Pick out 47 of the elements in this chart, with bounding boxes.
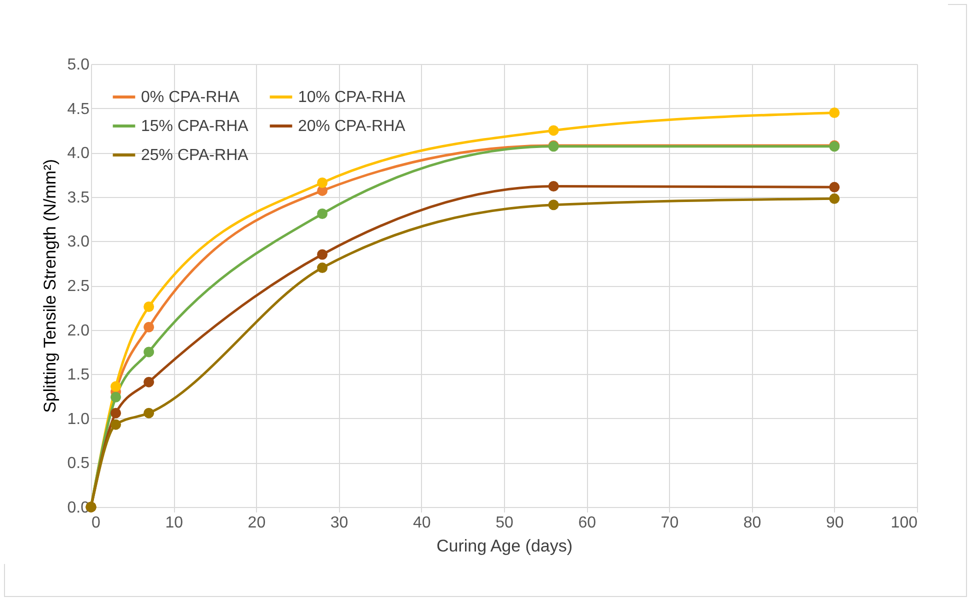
y-tick-label: 2.0 xyxy=(67,322,90,340)
x-tick-label: 100 xyxy=(890,514,918,532)
point xyxy=(144,302,154,312)
point xyxy=(144,408,154,418)
x-tick-label: 30 xyxy=(330,514,348,532)
x-tick-label: 10 xyxy=(165,514,184,532)
x-axis-title: Curing Age (days) xyxy=(436,536,573,556)
x-tick-label: 20 xyxy=(248,514,266,532)
legend-label: 15% CPA-RHA xyxy=(141,118,249,135)
y-tick-label: 1.5 xyxy=(67,366,90,384)
point xyxy=(317,177,328,188)
x-tick-label: 70 xyxy=(660,514,679,532)
point xyxy=(317,208,328,219)
legend-label: 25% CPA-RHA xyxy=(141,147,249,164)
legend-label: 0% CPA-RHA xyxy=(141,89,240,106)
legend-label: 20% CPA-RHA xyxy=(298,118,406,135)
point xyxy=(144,346,154,358)
point xyxy=(110,381,122,392)
point xyxy=(548,125,559,136)
point xyxy=(548,200,559,210)
y-tick-label: 5.0 xyxy=(67,56,90,74)
y-tick-label: 3.0 xyxy=(67,234,90,251)
point xyxy=(829,107,840,118)
y-tick-label: 0.5 xyxy=(67,455,90,472)
x-tick-label: 60 xyxy=(578,514,596,532)
point xyxy=(548,181,559,192)
point xyxy=(317,249,328,260)
x-tick-label: 90 xyxy=(826,514,844,532)
point xyxy=(317,262,328,274)
y-tick-label: 1.0 xyxy=(67,410,90,428)
point xyxy=(144,376,154,388)
point xyxy=(144,322,154,332)
point xyxy=(110,408,122,418)
y-tick-label: 4.5 xyxy=(67,100,90,118)
y-tick-label: 4.0 xyxy=(67,145,90,162)
point xyxy=(110,419,122,430)
point xyxy=(110,392,122,402)
y-tick-label: 2.5 xyxy=(67,278,90,295)
y-tick-label: 3.5 xyxy=(67,189,90,206)
x-tick-label: 0 xyxy=(92,514,100,532)
x-tick-label: 80 xyxy=(743,514,762,532)
point xyxy=(829,182,840,192)
y-axis-title: Splitting Tensile Strength (N/mm²) xyxy=(40,159,60,413)
legend-label: 10% CPA-RHA xyxy=(298,89,406,106)
x-tick-label: 40 xyxy=(413,514,431,532)
x-tick-label: 50 xyxy=(496,514,514,532)
point xyxy=(829,193,840,204)
